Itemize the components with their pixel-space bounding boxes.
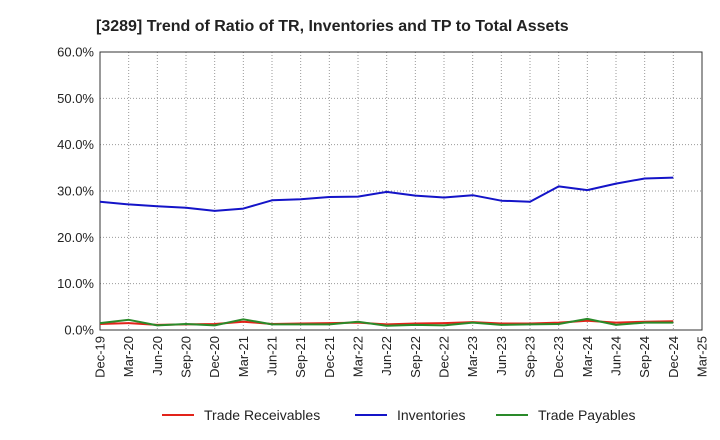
y-tick-label: 0.0% bbox=[64, 323, 94, 338]
legend-label: Inventories bbox=[397, 407, 465, 423]
series-line-inventories bbox=[99, 176, 674, 212]
y-tick-label: 10.0% bbox=[57, 276, 94, 291]
y-tick-label: 60.0% bbox=[57, 45, 94, 60]
x-tick-label: Sep-20 bbox=[179, 336, 194, 378]
x-tick-label: Dec-24 bbox=[666, 336, 681, 378]
y-tick-label: 50.0% bbox=[57, 91, 94, 106]
x-tick-label: Dec-21 bbox=[322, 336, 337, 378]
x-axis: Dec-19 Mar-20 Jun-20 Sep-20 Dec-20 Mar-21 Jun-… bbox=[93, 336, 710, 378]
y-tick-label: 40.0% bbox=[57, 137, 94, 152]
x-tick-label: Jun-22 bbox=[379, 336, 394, 376]
x-tick-label: Jun-24 bbox=[609, 336, 624, 376]
x-tick-label: Dec-22 bbox=[437, 336, 452, 378]
x-tick-label: Mar-23 bbox=[465, 336, 480, 377]
y-tick-label: 30.0% bbox=[57, 184, 94, 199]
x-tick-label: Jun-21 bbox=[265, 336, 280, 376]
x-tick-label: Sep-22 bbox=[408, 336, 423, 378]
legend-label: Trade Receivables bbox=[204, 407, 320, 423]
x-tick-label: Mar-24 bbox=[580, 336, 595, 377]
y-axis: 0.0% 10.0% 20.0% 30.0% 40.0% 50.0% 60.0% bbox=[57, 45, 94, 338]
x-tick-label: Sep-23 bbox=[523, 336, 538, 378]
x-tick-label: Dec-23 bbox=[551, 336, 566, 378]
x-tick-label: Jun-23 bbox=[494, 336, 509, 376]
legend: Trade Receivables Inventories Trade Payabl… bbox=[162, 407, 636, 423]
x-tick-label: Mar-22 bbox=[351, 336, 366, 377]
chart-title: [3289] Trend of Ratio of TR, Inventories… bbox=[96, 18, 569, 35]
plot-frame bbox=[99, 51, 703, 331]
legend-label: Trade Payables bbox=[538, 407, 636, 423]
series-line-trade-payables bbox=[99, 317, 674, 327]
x-tick-label: Mar-25 bbox=[695, 336, 710, 377]
y-tick-label: 20.0% bbox=[57, 230, 94, 245]
x-tick-label: Jun-20 bbox=[150, 336, 165, 376]
grid bbox=[99, 51, 703, 331]
x-tick-label: Dec-19 bbox=[93, 336, 108, 378]
x-tick-label: Mar-20 bbox=[121, 336, 136, 377]
series-group bbox=[99, 176, 674, 327]
x-tick-label: Sep-24 bbox=[637, 336, 652, 378]
x-tick-label: Sep-21 bbox=[293, 336, 308, 378]
x-tick-label: Mar-21 bbox=[236, 336, 251, 377]
x-tick-label: Dec-20 bbox=[207, 336, 222, 378]
